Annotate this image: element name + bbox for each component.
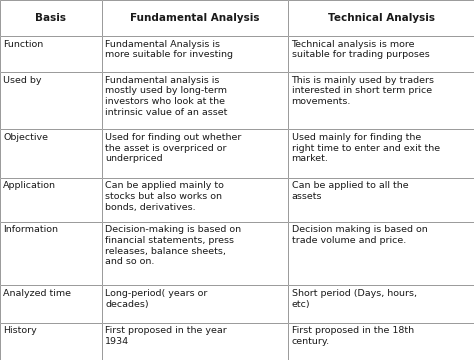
Text: Short period (Days, hours,
etc): Short period (Days, hours, etc) bbox=[292, 289, 417, 309]
Bar bbox=[288, 0, 474, 36]
Bar bbox=[288, 129, 474, 177]
Text: Technical Analysis: Technical Analysis bbox=[328, 13, 435, 23]
Bar bbox=[288, 323, 474, 360]
Bar bbox=[0, 285, 102, 323]
Bar bbox=[288, 72, 474, 129]
Bar bbox=[0, 323, 102, 360]
Text: Used for finding out whether
the asset is overpriced or
underpriced: Used for finding out whether the asset i… bbox=[105, 133, 242, 163]
Bar bbox=[0, 129, 102, 177]
Bar bbox=[288, 221, 474, 285]
Bar bbox=[102, 285, 288, 323]
Bar bbox=[288, 36, 474, 72]
Bar bbox=[0, 221, 102, 285]
Bar bbox=[102, 221, 288, 285]
Bar bbox=[102, 36, 288, 72]
Bar bbox=[288, 177, 474, 221]
Bar bbox=[288, 36, 474, 72]
Bar bbox=[288, 221, 474, 285]
Bar bbox=[288, 177, 474, 221]
Text: Application: Application bbox=[3, 181, 56, 190]
Bar bbox=[288, 72, 474, 129]
Bar bbox=[288, 129, 474, 177]
Text: First proposed in the year
1934: First proposed in the year 1934 bbox=[105, 326, 227, 346]
Bar bbox=[102, 129, 288, 177]
Text: Information: Information bbox=[3, 225, 58, 234]
Bar bbox=[0, 177, 102, 221]
Bar bbox=[288, 323, 474, 360]
Bar bbox=[102, 221, 288, 285]
Bar bbox=[102, 285, 288, 323]
Bar bbox=[102, 0, 288, 36]
Text: Technical analysis is more
suitable for trading purposes: Technical analysis is more suitable for … bbox=[292, 40, 429, 59]
Bar bbox=[0, 36, 102, 72]
Bar bbox=[102, 72, 288, 129]
Bar bbox=[0, 36, 102, 72]
Bar bbox=[0, 72, 102, 129]
Text: Objective: Objective bbox=[3, 133, 48, 142]
Bar bbox=[102, 129, 288, 177]
Bar bbox=[0, 0, 102, 36]
Bar bbox=[0, 323, 102, 360]
Bar bbox=[102, 72, 288, 129]
Bar bbox=[102, 323, 288, 360]
Text: Can be applied mainly to
stocks but also works on
bonds, derivatives.: Can be applied mainly to stocks but also… bbox=[105, 181, 224, 212]
Bar bbox=[288, 0, 474, 36]
Text: Fundamental Analysis: Fundamental Analysis bbox=[130, 13, 260, 23]
Text: Long-period( years or
decades): Long-period( years or decades) bbox=[105, 289, 208, 309]
Bar bbox=[0, 0, 102, 36]
Bar bbox=[0, 72, 102, 129]
Text: Used mainly for finding the
right time to enter and exit the
market.: Used mainly for finding the right time t… bbox=[292, 133, 439, 163]
Text: Analyzed time: Analyzed time bbox=[3, 289, 71, 298]
Text: History: History bbox=[3, 326, 37, 335]
Text: Decision-making is based on
financial statements, press
releases, balance sheets: Decision-making is based on financial st… bbox=[105, 225, 241, 266]
Bar bbox=[102, 323, 288, 360]
Text: Can be applied to all the
assets: Can be applied to all the assets bbox=[292, 181, 408, 201]
Bar bbox=[0, 129, 102, 177]
Text: Basis: Basis bbox=[36, 13, 66, 23]
Text: Fundamental analysis is
mostly used by long-term
investors who look at the
intri: Fundamental analysis is mostly used by l… bbox=[105, 76, 228, 117]
Text: Decision making is based on
trade volume and price.: Decision making is based on trade volume… bbox=[292, 225, 427, 245]
Bar bbox=[288, 285, 474, 323]
Text: Fundamental Analysis is
more suitable for investing: Fundamental Analysis is more suitable fo… bbox=[105, 40, 233, 59]
Bar bbox=[102, 177, 288, 221]
Bar bbox=[102, 36, 288, 72]
Text: Function: Function bbox=[3, 40, 44, 49]
Bar bbox=[0, 221, 102, 285]
Bar bbox=[102, 0, 288, 36]
Bar bbox=[288, 285, 474, 323]
Text: Used by: Used by bbox=[3, 76, 42, 85]
Bar bbox=[102, 177, 288, 221]
Bar bbox=[0, 177, 102, 221]
Text: This is mainly used by traders
interested in short term price
movements.: This is mainly used by traders intereste… bbox=[292, 76, 435, 106]
Text: First proposed in the 18th
century.: First proposed in the 18th century. bbox=[292, 326, 414, 346]
Bar bbox=[0, 285, 102, 323]
